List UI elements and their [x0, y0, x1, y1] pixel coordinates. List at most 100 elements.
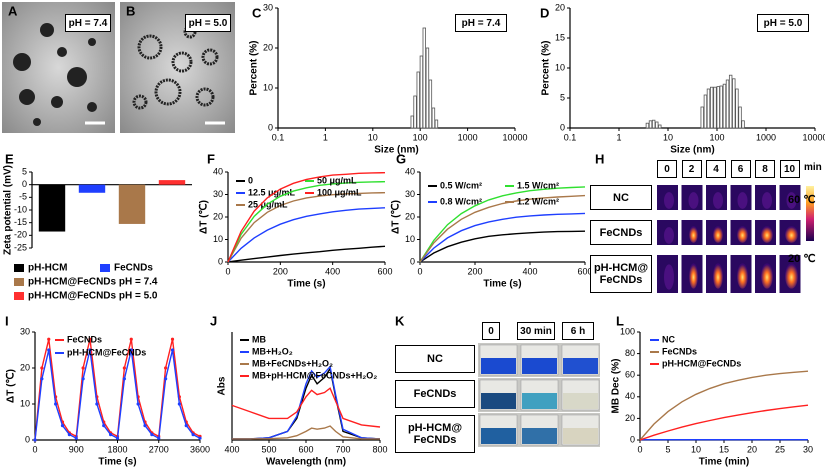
x-tick-label: 900	[69, 444, 84, 454]
vial-liquid	[522, 393, 557, 409]
y-axis-label: Percent (%)	[249, 40, 260, 95]
point	[136, 402, 140, 406]
cell-body	[786, 192, 797, 209]
legend-swatch	[14, 292, 24, 300]
y-axis-label: ΔT (℃)	[199, 200, 210, 234]
bar	[713, 86, 717, 129]
y-tick-label: 80	[625, 348, 635, 358]
x-tick-label: 2700	[149, 444, 169, 454]
hot-spot	[761, 263, 773, 289]
row-label: pH-HCM@ FeCNDs	[590, 255, 652, 293]
point	[67, 433, 71, 437]
y-tick-label: 5	[560, 92, 565, 102]
bar	[419, 55, 424, 129]
particle	[154, 78, 182, 106]
line-series	[227, 172, 386, 263]
legend-swatch	[100, 264, 110, 272]
vial-liquid	[563, 393, 598, 409]
x-tick-label: 1	[323, 132, 328, 142]
time-label: 0	[657, 160, 677, 178]
legend-label: pH-HCM@FeCNDs	[662, 358, 741, 368]
line-series	[232, 365, 381, 440]
bar	[78, 184, 106, 193]
bar	[706, 88, 711, 129]
line-series	[231, 387, 381, 428]
x-tick-label: 10000	[802, 132, 825, 142]
ph-label: pH = 7.4	[65, 14, 111, 32]
x-tick-label: 10	[368, 132, 378, 142]
bar	[722, 83, 727, 129]
x-tick-label: 400	[325, 266, 340, 276]
particle	[19, 89, 35, 105]
point	[81, 377, 85, 381]
y-axis-label: Zeta potential (mV)	[3, 165, 14, 255]
bar	[422, 27, 426, 129]
legend-label: 100 μg/mL	[317, 187, 362, 197]
panel-letter: A	[8, 3, 18, 18]
hot-spot	[737, 226, 748, 243]
line-series	[232, 425, 380, 440]
legend-label: pH-HCM@FeCNDs	[67, 347, 146, 357]
legend-label: MB+FeCNDs+H₂O₂	[252, 358, 333, 368]
x-tick-label: 200	[467, 266, 482, 276]
color-max: 60 ℃	[788, 194, 816, 206]
point	[47, 337, 51, 341]
legend-label: 1.2 W/cm²	[517, 196, 559, 206]
bar	[700, 106, 704, 129]
hot-spot	[785, 226, 798, 243]
point	[177, 402, 181, 406]
x-tick-label: 100	[709, 132, 724, 142]
line-series	[639, 404, 809, 441]
time-label: 0	[482, 322, 500, 340]
cell-body	[737, 192, 748, 209]
hot-spot	[737, 263, 748, 289]
bar	[645, 122, 650, 129]
point	[143, 424, 147, 428]
color-bar	[806, 186, 814, 241]
point	[184, 424, 188, 428]
x-tick-label: 100	[413, 132, 428, 142]
bar	[416, 71, 420, 129]
hot-spot	[785, 263, 798, 289]
panel-letter: H	[595, 151, 604, 166]
point	[122, 366, 126, 370]
panel-letter: E	[5, 151, 14, 166]
bar	[716, 86, 720, 129]
y-tick-label: -20	[14, 230, 27, 240]
particle	[201, 48, 219, 66]
hot-spot	[713, 263, 723, 289]
vial-liquid	[481, 393, 516, 409]
y-tick-label: 30	[405, 189, 415, 199]
point	[164, 366, 168, 370]
bar	[658, 124, 662, 129]
x-axis-label: Time (s)	[483, 279, 521, 290]
vial-liquid	[481, 428, 516, 444]
x-tick-label: 30	[803, 444, 813, 454]
legend-label: 1.5 W/cm²	[517, 180, 559, 190]
y-tick-label: 0	[25, 434, 30, 444]
particle	[132, 94, 148, 110]
y-axis-label: MB Dec (%)	[611, 358, 622, 413]
legend-label: pH-HCM@FeCNDs pH = 5.0	[28, 291, 158, 302]
color-min: 20 ℃	[788, 253, 816, 265]
y-tick-label: 0	[268, 122, 273, 132]
line-series	[419, 194, 586, 263]
y-tick-label: 0	[218, 256, 223, 266]
point	[129, 348, 133, 352]
x-tick-label: 25	[775, 444, 785, 454]
y-tick-label: 10	[20, 398, 30, 408]
y-tick-label: 100	[620, 326, 635, 336]
point	[88, 348, 92, 352]
x-tick-label: 1800	[107, 444, 127, 454]
annotation: pH = 7.4	[455, 14, 507, 32]
x-tick-label: 0	[32, 444, 37, 454]
particle	[40, 23, 54, 37]
x-tick-label: 3600	[190, 444, 210, 454]
bar	[158, 180, 186, 185]
point	[191, 433, 195, 437]
panel-letter: J	[210, 313, 217, 328]
row-label: FeCNDs	[395, 380, 475, 408]
y-tick-label: 20	[213, 211, 223, 221]
y-tick-label: 30	[20, 326, 30, 336]
